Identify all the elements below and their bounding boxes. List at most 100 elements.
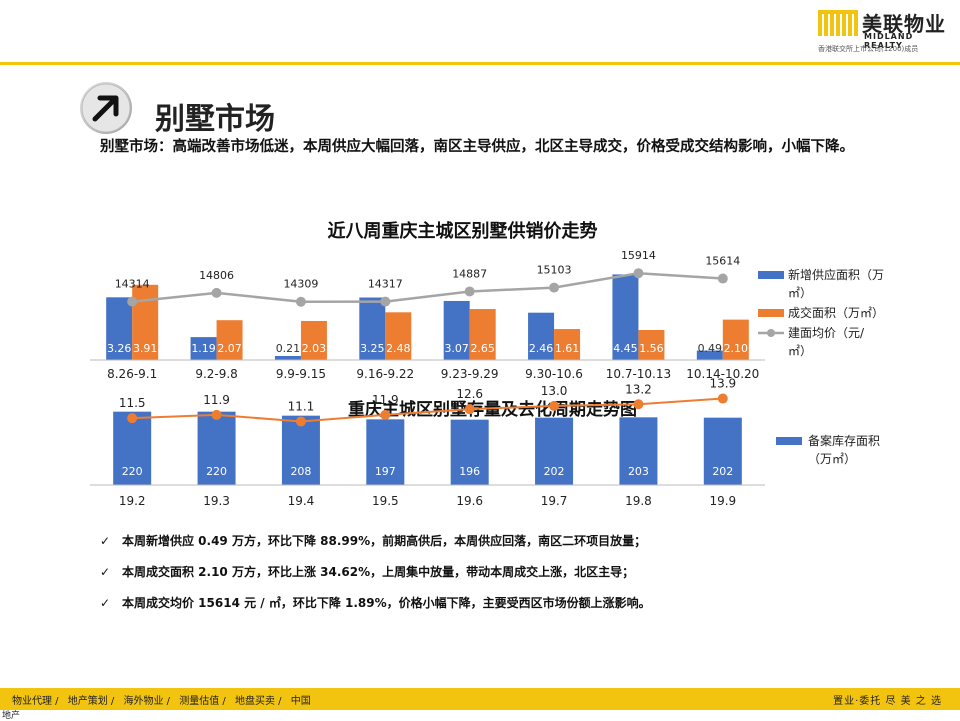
bar-data-label: 3.07 bbox=[444, 342, 469, 355]
bar-data-label: 220 bbox=[122, 465, 143, 478]
x-tick-label: 9.16-9.22 bbox=[356, 367, 414, 381]
footer-nav: 物业代理 / 地产策划 / 海外物业 / 测量估值 / 地盘买卖 / 中国 bbox=[12, 692, 317, 707]
logo-english-name: MIDLAND REALTY bbox=[864, 32, 914, 50]
bar-inventory bbox=[366, 419, 405, 485]
footer-slogan: 置业·委托 尽 美 之 选 bbox=[833, 696, 942, 707]
bar-supply bbox=[106, 297, 133, 360]
cycle-point bbox=[295, 416, 306, 427]
cycle-data-label: 13.2 bbox=[625, 382, 652, 396]
arrow-up-right-icon bbox=[80, 82, 132, 134]
legend-label-supply: 新增供应面积（万 bbox=[788, 267, 884, 282]
cycle-data-label: 11.1 bbox=[288, 399, 315, 413]
logo-subtitle: 香港联交所上市公司(1200)成员 bbox=[818, 45, 919, 53]
price-point bbox=[464, 286, 475, 297]
bar-deal bbox=[469, 309, 496, 360]
price-point bbox=[633, 268, 644, 279]
price-data-label: 15614 bbox=[705, 255, 740, 268]
bar-deal bbox=[385, 312, 412, 360]
price-data-label: 14317 bbox=[368, 278, 403, 291]
footer-nav-item[interactable]: 地盘买卖 / bbox=[235, 696, 282, 707]
footer-nav-item[interactable]: 测量估值 / bbox=[179, 696, 226, 707]
x-tick-label: 19.7 bbox=[541, 494, 568, 508]
cycle-point bbox=[211, 409, 222, 420]
bar-deal bbox=[132, 284, 159, 360]
bar-supply bbox=[696, 350, 723, 360]
bar-inventory bbox=[113, 411, 152, 485]
legend-label-deal: 成交面积（万㎡） bbox=[788, 305, 884, 320]
bar-inventory bbox=[703, 417, 742, 485]
footer-nav-item[interactable]: 物业代理 / bbox=[12, 696, 59, 707]
price-data-label: 14309 bbox=[283, 278, 318, 291]
cycle-series-line bbox=[132, 397, 723, 423]
bar-data-label: 1.61 bbox=[555, 342, 580, 355]
x-tick-label: 19.3 bbox=[203, 494, 230, 508]
footer-nav-item[interactable]: 海外物业 / bbox=[123, 696, 171, 707]
footer-bar: 物业代理 / 地产策划 / 海外物业 / 测量估值 / 地盘买卖 / 中国 置业… bbox=[0, 688, 960, 710]
cycle-point bbox=[127, 413, 138, 424]
bar-data-label: 1.19 bbox=[191, 342, 216, 355]
bar-data-label: 2.07 bbox=[217, 342, 242, 355]
bar-inventory bbox=[450, 419, 489, 485]
bar-deal bbox=[722, 319, 749, 360]
bullet-item: ✓ 本周成交面积 2.10 万方，环比上涨 34.62%，上周集中放量，带动本周成… bbox=[100, 563, 634, 580]
cycle-data-label: 12.6 bbox=[456, 387, 483, 401]
checkmark-icon: ✓ bbox=[100, 596, 111, 610]
legend-label-supply-unit: ㎡） bbox=[788, 286, 812, 300]
legend-label-price: 建面均价（元/ bbox=[788, 326, 865, 340]
cycle-data-label: 13.9 bbox=[709, 377, 736, 391]
page-title: 别墅市场 bbox=[155, 102, 275, 137]
footer-tag: 地产 bbox=[2, 711, 21, 721]
header-divider bbox=[0, 62, 960, 65]
cycle-point bbox=[464, 404, 475, 415]
price-point bbox=[380, 296, 391, 307]
price-data-label: 14887 bbox=[452, 267, 487, 280]
bar-inventory bbox=[197, 411, 236, 485]
bar-supply bbox=[612, 274, 639, 360]
x-tick-label: 9.23-9.29 bbox=[441, 367, 499, 381]
bar-data-label: 208 bbox=[290, 465, 311, 478]
price-data-label: 14806 bbox=[199, 269, 234, 282]
logo-mark-icon bbox=[818, 10, 858, 36]
bar-data-label: 1.56 bbox=[639, 342, 664, 355]
x-tick-label: 19.5 bbox=[372, 494, 399, 508]
bullet-text: 本周成交均价 15614 元 / ㎡，环比下降 1.89%，价格小幅下降，主要受… bbox=[122, 596, 651, 610]
cycle-data-label: 11.9 bbox=[372, 393, 399, 407]
x-tick-label: 10.14-10.20 bbox=[686, 367, 759, 381]
chart-title: 重庆主城区别墅存量及去化周期走势图 bbox=[348, 399, 637, 420]
price-point bbox=[127, 296, 138, 307]
bullet-item: ✓ 本周成交均价 15614 元 / ㎡，环比下降 1.89%，价格小幅下降，主要… bbox=[100, 594, 651, 611]
cycle-point bbox=[549, 400, 560, 411]
bar-data-label: 0.49 bbox=[698, 342, 723, 355]
price-data-label: 14314 bbox=[115, 278, 150, 291]
bar-data-label: 4.45 bbox=[613, 342, 638, 355]
bar-data-label: 2.65 bbox=[470, 342, 495, 355]
bar-data-label: 196 bbox=[459, 465, 480, 478]
bar-data-label: 203 bbox=[628, 465, 649, 478]
cycle-data-label: 11.5 bbox=[119, 396, 146, 410]
x-tick-label: 19.8 bbox=[625, 494, 652, 508]
bar-deal bbox=[300, 320, 327, 360]
bar-data-label: 202 bbox=[712, 465, 733, 478]
legend-swatch-price-dot bbox=[767, 329, 775, 337]
market-summary: 别墅市场：高端改善市场低迷，本周供应大幅回落，南区主导供应，北区主导成交，价格受… bbox=[100, 139, 854, 155]
footer-nav-item[interactable]: 地产策划 / bbox=[67, 696, 115, 707]
x-tick-label: 10.7-10.13 bbox=[606, 367, 671, 381]
price-point bbox=[211, 287, 222, 298]
x-tick-label: 8.26-9.1 bbox=[107, 367, 157, 381]
price-point bbox=[549, 282, 560, 293]
cycle-point bbox=[380, 409, 391, 420]
x-tick-label: 9.30-10.6 bbox=[525, 367, 583, 381]
legend-label-price-unit: ㎡） bbox=[788, 344, 812, 358]
bar-inventory bbox=[281, 415, 320, 485]
cycle-data-label: 13.0 bbox=[541, 384, 568, 398]
footer-nav-item[interactable]: 中国 bbox=[290, 696, 311, 707]
legend-label-inventory: 备案库存面积 bbox=[808, 433, 880, 448]
bar-data-label: 0.21 bbox=[276, 342, 301, 355]
company-logo: 美联物业 MIDLAND REALTY 香港联交所上市公司(1200)成员 bbox=[818, 8, 953, 54]
bar-supply bbox=[359, 297, 386, 360]
bar-data-label: 3.25 bbox=[360, 342, 385, 355]
bar-data-label: 3.26 bbox=[107, 342, 132, 355]
bar-data-label: 197 bbox=[375, 465, 396, 478]
bar-deal bbox=[216, 320, 243, 360]
charts-area: 近八周重庆主城区别墅供销价走势 3.26 3.91 8.26-9.1 1.19 2.07 9… bbox=[90, 220, 884, 508]
